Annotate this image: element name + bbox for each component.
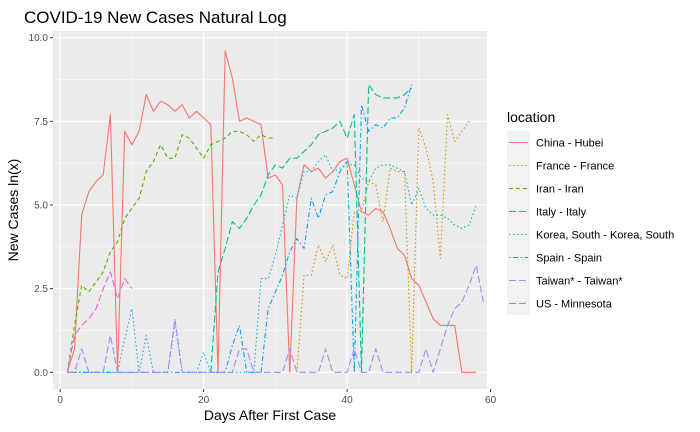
y-tick-label: 7.5 bbox=[34, 117, 48, 128]
axis-ticks bbox=[50, 37, 492, 392]
legend-key-bg bbox=[507, 269, 530, 292]
x-axis-title: Days After First Case bbox=[204, 407, 336, 423]
minor-gridlines bbox=[53, 31, 487, 389]
x-tick-label: 20 bbox=[198, 395, 210, 406]
y-tick-labels: 0.0 2.5 5.0 7.5 10.0 bbox=[29, 33, 49, 379]
legend-key-bg bbox=[507, 246, 530, 269]
legend-label: Iran - Iran bbox=[536, 184, 584, 196]
series-lines bbox=[66, 50, 484, 373]
legend-label: Korea, South - Korea, South bbox=[536, 230, 674, 242]
legend-label: Taiwan* - Taiwan* bbox=[536, 276, 623, 288]
y-tick-label: 0.0 bbox=[34, 368, 48, 379]
legend-key-bg bbox=[507, 292, 530, 315]
legend-label: China - Hubei bbox=[536, 138, 603, 150]
x-tick-label: 0 bbox=[57, 395, 63, 406]
chart-title: COVID-19 New Cases Natural Log bbox=[24, 8, 287, 27]
series-line-4 bbox=[67, 154, 477, 373]
y-tick-label: 5.0 bbox=[34, 200, 48, 211]
legend: location China - Hubei France - France Ira… bbox=[507, 109, 674, 315]
series-line-5 bbox=[67, 84, 413, 373]
series-line-0 bbox=[66, 50, 477, 373]
series-line-6 bbox=[67, 264, 484, 373]
y-axis-title: New Cases ln(x) bbox=[5, 159, 21, 262]
series-line-1 bbox=[296, 114, 470, 373]
legend-items: China - Hubei France - France Iran - Iran I… bbox=[507, 131, 674, 315]
y-tick-label: 10.0 bbox=[29, 33, 49, 44]
x-tick-label: 40 bbox=[342, 395, 354, 406]
legend-label: France - France bbox=[536, 161, 614, 173]
legend-label: US - Minnesota bbox=[536, 299, 613, 311]
plot-panel bbox=[53, 31, 487, 389]
y-tick-label: 2.5 bbox=[34, 284, 48, 295]
series-line-3 bbox=[210, 83, 413, 373]
legend-key-bg bbox=[507, 200, 530, 223]
series-line-7 bbox=[66, 271, 133, 373]
legend-label: Italy - Italy bbox=[536, 207, 587, 219]
legend-label: Spain - Spain bbox=[536, 253, 602, 265]
legend-title: location bbox=[507, 109, 555, 125]
x-tick-labels: 0 20 40 60 bbox=[57, 395, 496, 406]
series-line-2 bbox=[66, 130, 276, 373]
x-tick-label: 60 bbox=[485, 395, 497, 406]
